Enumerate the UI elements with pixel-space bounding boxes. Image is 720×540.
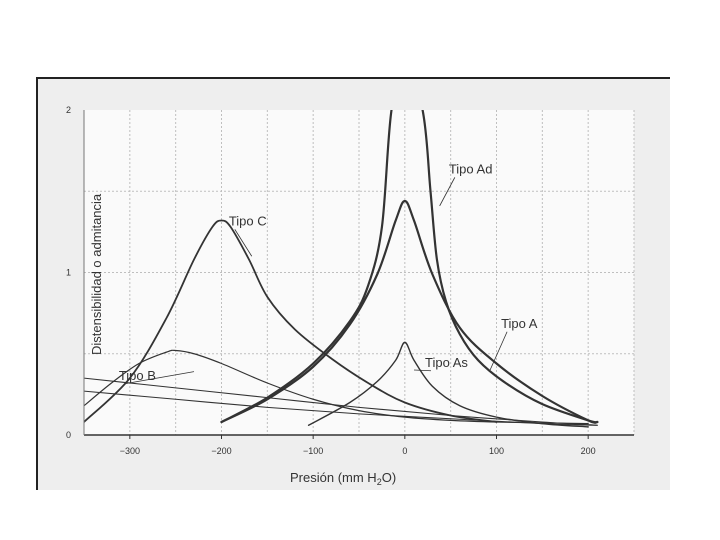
x-tick-label: −100 bbox=[303, 446, 323, 456]
y-tick-label: 0 bbox=[66, 430, 71, 440]
labels: Tipo Ad Tipo A Tipo As Tipo C Tipo B bbox=[119, 161, 538, 385]
series-line-unlabeled-6 bbox=[84, 390, 598, 426]
x-tick-label: 200 bbox=[581, 446, 596, 456]
y-tick-label: 2 bbox=[66, 105, 71, 115]
plot-area bbox=[84, 110, 634, 435]
x-tick-label: −300 bbox=[120, 446, 140, 456]
annotation-leader bbox=[489, 331, 508, 371]
series-line-tipo-a bbox=[220, 199, 599, 424]
x-axis-title: Presión (mm H2O) bbox=[290, 470, 396, 487]
series-annotation: Tipo Ad bbox=[449, 161, 493, 176]
series-lines bbox=[84, 110, 599, 428]
x-tick-label: −200 bbox=[211, 446, 231, 456]
series-annotation: Tipo C bbox=[229, 213, 267, 228]
annotation-leader bbox=[234, 229, 253, 257]
series-line-unlabeled-5 bbox=[84, 377, 598, 426]
annotation-leader bbox=[124, 371, 195, 385]
top-rule bbox=[36, 77, 670, 79]
annotation-leader bbox=[413, 369, 432, 372]
y-tick-label: 1 bbox=[66, 268, 71, 278]
left-rule bbox=[36, 77, 38, 490]
x-tick-label: 0 bbox=[402, 446, 407, 456]
annotation-leader bbox=[439, 177, 456, 207]
series-annotation: Tipo As bbox=[425, 355, 468, 370]
y-axis-title: Distensibilidad o admitancia bbox=[89, 193, 104, 355]
series-line-tipo-ad bbox=[220, 110, 599, 424]
grid bbox=[84, 110, 635, 435]
axes: −300 −200 −100 0 100 200 0 1 2 bbox=[66, 105, 634, 456]
x-axis-title-sub: 2 bbox=[377, 477, 382, 487]
x-axis-title-main: Presión (mm H bbox=[290, 470, 377, 485]
x-axis-title-end: O) bbox=[382, 470, 396, 485]
series-annotation: Tipo B bbox=[119, 368, 156, 383]
series-annotation: Tipo A bbox=[501, 316, 538, 331]
series-line-tipo-c bbox=[84, 219, 498, 423]
x-tick-label: 100 bbox=[489, 446, 504, 456]
series-line-tipo-b bbox=[84, 349, 589, 425]
